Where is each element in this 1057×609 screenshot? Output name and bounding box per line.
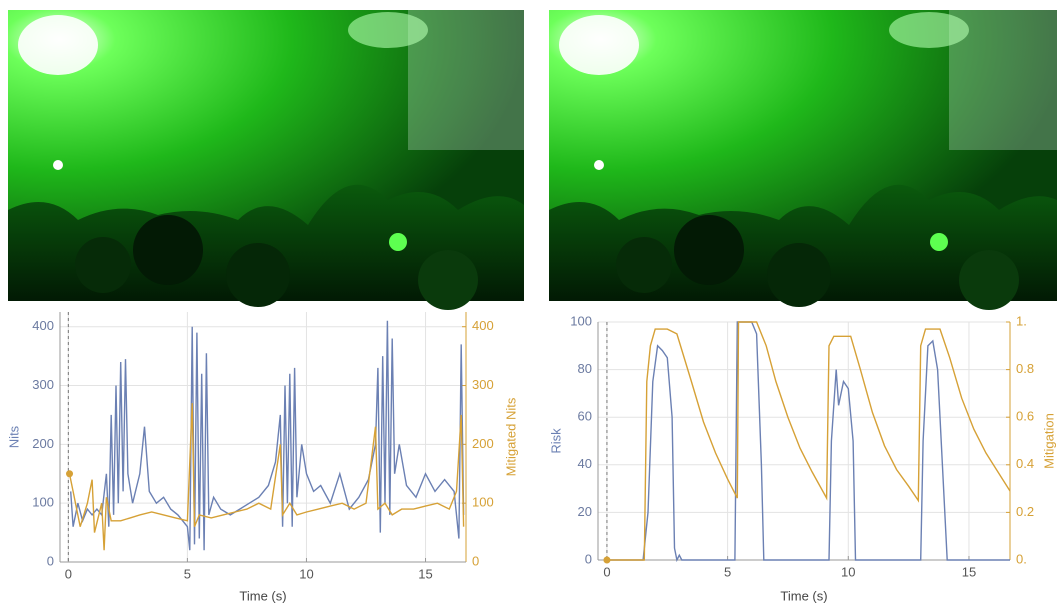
x-tick-label: 0 <box>603 564 610 579</box>
y-tick-label: 40 <box>578 456 592 471</box>
y-tick-label: 60 <box>578 409 592 424</box>
y2-tick-label: 1. <box>1016 313 1027 328</box>
y-tick-label: 80 <box>578 361 592 376</box>
y-tick-label: 300 <box>32 377 54 392</box>
x-tick-label: 15 <box>418 566 432 581</box>
page: 05101501002003004000100200300400Time (s)… <box>0 0 1057 609</box>
y-tick-label: 0 <box>47 553 54 568</box>
y2-axis-title: Mitigation <box>1041 413 1056 469</box>
mitigated-frame <box>549 10 1057 310</box>
y-tick-label: 0 <box>585 551 592 566</box>
x-tick-label: 10 <box>841 564 855 579</box>
y-axis-title: Nits <box>6 425 21 448</box>
y-tick-label: 100 <box>32 495 54 510</box>
y2-tick-label: 300 <box>472 377 494 392</box>
y2-tick-label: 200 <box>472 436 494 451</box>
y-axis-title: Risk <box>548 428 563 454</box>
y2-tick-label: 0 <box>472 553 479 568</box>
y2-tick-label: 100 <box>472 495 494 510</box>
y-tick-label: 200 <box>32 436 54 451</box>
x-axis-title: Time (s) <box>780 588 827 603</box>
x-tick-label: 10 <box>299 566 313 581</box>
y2-tick-label: 0.2 <box>1016 504 1034 519</box>
y2-tick-label: 0.6 <box>1016 409 1034 424</box>
y2-tick-label: 0.4 <box>1016 456 1034 471</box>
x-axis-title: Time (s) <box>239 588 286 603</box>
y2-axis-title: Mitigated Nits <box>503 397 518 476</box>
y2-tick-label: 0. <box>1016 551 1027 566</box>
original-frame <box>8 10 524 310</box>
y2-tick-label: 0.8 <box>1016 361 1034 376</box>
start-point <box>603 557 610 564</box>
y-tick-label: 20 <box>578 504 592 519</box>
x-tick-label: 5 <box>724 564 731 579</box>
y-tick-label: 400 <box>32 318 54 333</box>
x-tick-label: 5 <box>184 566 191 581</box>
risk-chart: 0 5 10 15 0 20 40 60 80 100 0. 0.2 0.4 0.6 0.8 1. Time (… <box>548 313 1056 603</box>
x-tick-label: 0 <box>65 566 72 581</box>
start-point <box>66 470 73 477</box>
series-line <box>71 321 464 550</box>
nits-chart: 0 5 10 15 0 100 200 300 400 0 100 200 300 400 Time (s)… <box>6 312 518 603</box>
figure: 05101501002003004000100200300400Time (s)… <box>0 0 1057 604</box>
y-tick-label: 100 <box>570 313 592 328</box>
x-tick-label: 15 <box>962 564 976 579</box>
y2-tick-label: 400 <box>472 318 494 333</box>
